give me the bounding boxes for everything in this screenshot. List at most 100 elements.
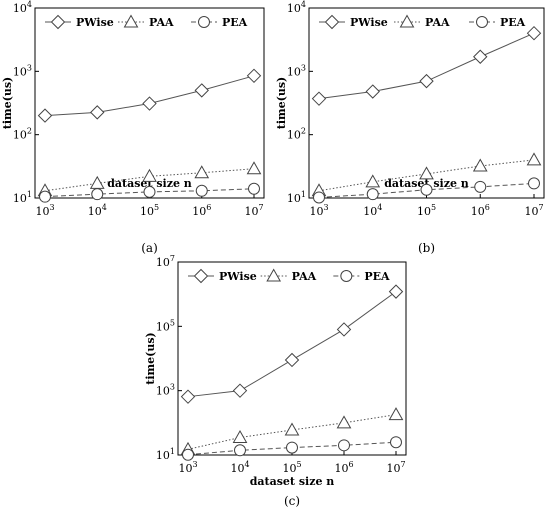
legend-item-pea: PEA xyxy=(191,16,248,29)
data-point-marker xyxy=(528,177,540,190)
data-point-marker xyxy=(194,165,210,179)
y-tick-label: 103 xyxy=(13,63,32,78)
series-pea xyxy=(313,177,540,204)
data-point-marker xyxy=(390,436,402,449)
legend-swatch-marker xyxy=(476,16,488,28)
chart-a: 101 102 103 104 103 104 105 106 107 dataset size … xyxy=(1,0,265,255)
y-tick-label: 105 xyxy=(156,318,175,333)
y-tick-label: 101 xyxy=(156,447,175,462)
x-tick-label: 104 xyxy=(363,203,382,218)
x-axis-title: dataset size n xyxy=(250,475,335,488)
legend-label: PEA xyxy=(364,270,390,283)
x-tick-label: 103 xyxy=(309,203,328,218)
legend-item-paa: PAA xyxy=(118,14,174,29)
legend-swatch-marker xyxy=(324,14,340,30)
legend-item-paa: PAA xyxy=(394,14,450,29)
x-axis-title: dataset size n xyxy=(384,177,469,190)
data-point-marker xyxy=(90,105,105,120)
data-point-marker xyxy=(419,166,434,180)
y-axis-title: time(us) xyxy=(144,332,157,385)
data-point-marker xyxy=(388,284,404,299)
data-point-marker xyxy=(472,158,488,172)
data-point-marker xyxy=(366,188,379,201)
legend-item-pea: PEA xyxy=(333,270,390,283)
legend-item-pwise: PWise xyxy=(188,268,257,284)
data-point-marker xyxy=(473,49,488,64)
x-tick-label: 103 xyxy=(35,203,54,218)
data-point-marker xyxy=(195,184,208,197)
legend-label: PEA xyxy=(222,16,248,29)
data-point-marker xyxy=(37,108,53,123)
legend-swatch-marker xyxy=(340,270,353,282)
x-tick-label: 107 xyxy=(386,460,405,475)
chart-b: 101 102 103 104 103 104 105 106 107 dataset size … xyxy=(275,0,545,255)
y-tick-label: 103 xyxy=(287,63,306,78)
series-line xyxy=(187,291,397,398)
data-point-marker xyxy=(232,429,248,443)
data-point-marker xyxy=(248,182,260,195)
data-point-marker xyxy=(182,448,194,461)
data-point-marker xyxy=(420,183,433,196)
data-point-marker xyxy=(311,91,327,106)
y-tick-label: 104 xyxy=(287,0,306,15)
data-point-marker xyxy=(365,174,381,188)
series-pwise xyxy=(311,25,542,106)
data-point-marker xyxy=(365,84,380,99)
data-point-marker xyxy=(284,422,300,436)
legend-label: PWise xyxy=(76,16,114,29)
data-point-marker xyxy=(336,322,352,337)
legend-label: PWise xyxy=(219,270,257,283)
legend-item-pwise: PWise xyxy=(45,14,114,30)
legend-swatch-marker xyxy=(193,268,209,284)
x-tick-label: 106 xyxy=(471,203,490,218)
x-tick-label: 103 xyxy=(178,460,197,475)
x-tick-label: 105 xyxy=(417,203,436,218)
x-axis-title: dataset size n xyxy=(107,177,192,190)
legend-label: PAA xyxy=(149,16,174,29)
subfigure-caption: (c) xyxy=(284,494,300,508)
subfigure-caption: (a) xyxy=(141,241,158,255)
y-axis-title: time(us) xyxy=(1,77,14,130)
x-tick-label: 105 xyxy=(282,460,301,475)
data-point-marker xyxy=(526,25,542,41)
series-line xyxy=(318,32,535,100)
subfigure-caption: (b) xyxy=(418,241,435,255)
y-tick-label: 107 xyxy=(156,254,175,269)
data-point-marker xyxy=(246,68,262,84)
data-point-marker xyxy=(246,161,262,175)
y-axis-title: time(us) xyxy=(275,77,288,130)
x-tick-label: 106 xyxy=(192,203,211,218)
x-tick-label: 104 xyxy=(88,203,107,218)
legend-item-pwise: PWise xyxy=(319,14,388,30)
series-pwise xyxy=(180,284,404,404)
data-point-marker xyxy=(338,439,350,452)
x-tick-label: 104 xyxy=(230,460,249,475)
legend-swatch-marker xyxy=(266,268,282,282)
y-tick-label: 102 xyxy=(287,127,306,142)
legend-label: PEA xyxy=(500,16,526,29)
y-tick-label: 101 xyxy=(13,190,32,205)
x-tick-label: 106 xyxy=(334,460,353,475)
legend-swatch-marker xyxy=(123,14,139,28)
y-tick-label: 101 xyxy=(287,190,306,205)
y-tick-label: 104 xyxy=(13,0,32,15)
data-point-marker xyxy=(91,188,104,201)
data-point-marker xyxy=(286,441,298,454)
data-point-marker xyxy=(194,83,209,98)
y-tick-label: 102 xyxy=(13,127,32,142)
data-point-marker xyxy=(180,389,196,404)
legend-item-paa: PAA xyxy=(260,268,317,283)
data-point-marker xyxy=(142,96,157,111)
data-point-marker xyxy=(313,191,325,204)
series-paa xyxy=(180,407,404,455)
legend-label: PWise xyxy=(350,16,388,29)
data-point-marker xyxy=(419,73,434,89)
y-tick-label: 103 xyxy=(156,383,175,398)
series-pea xyxy=(39,182,260,203)
legend-label: PAA xyxy=(292,270,317,283)
series-pwise xyxy=(37,68,262,123)
legend-swatch-marker xyxy=(399,14,415,28)
data-point-marker xyxy=(284,352,300,368)
